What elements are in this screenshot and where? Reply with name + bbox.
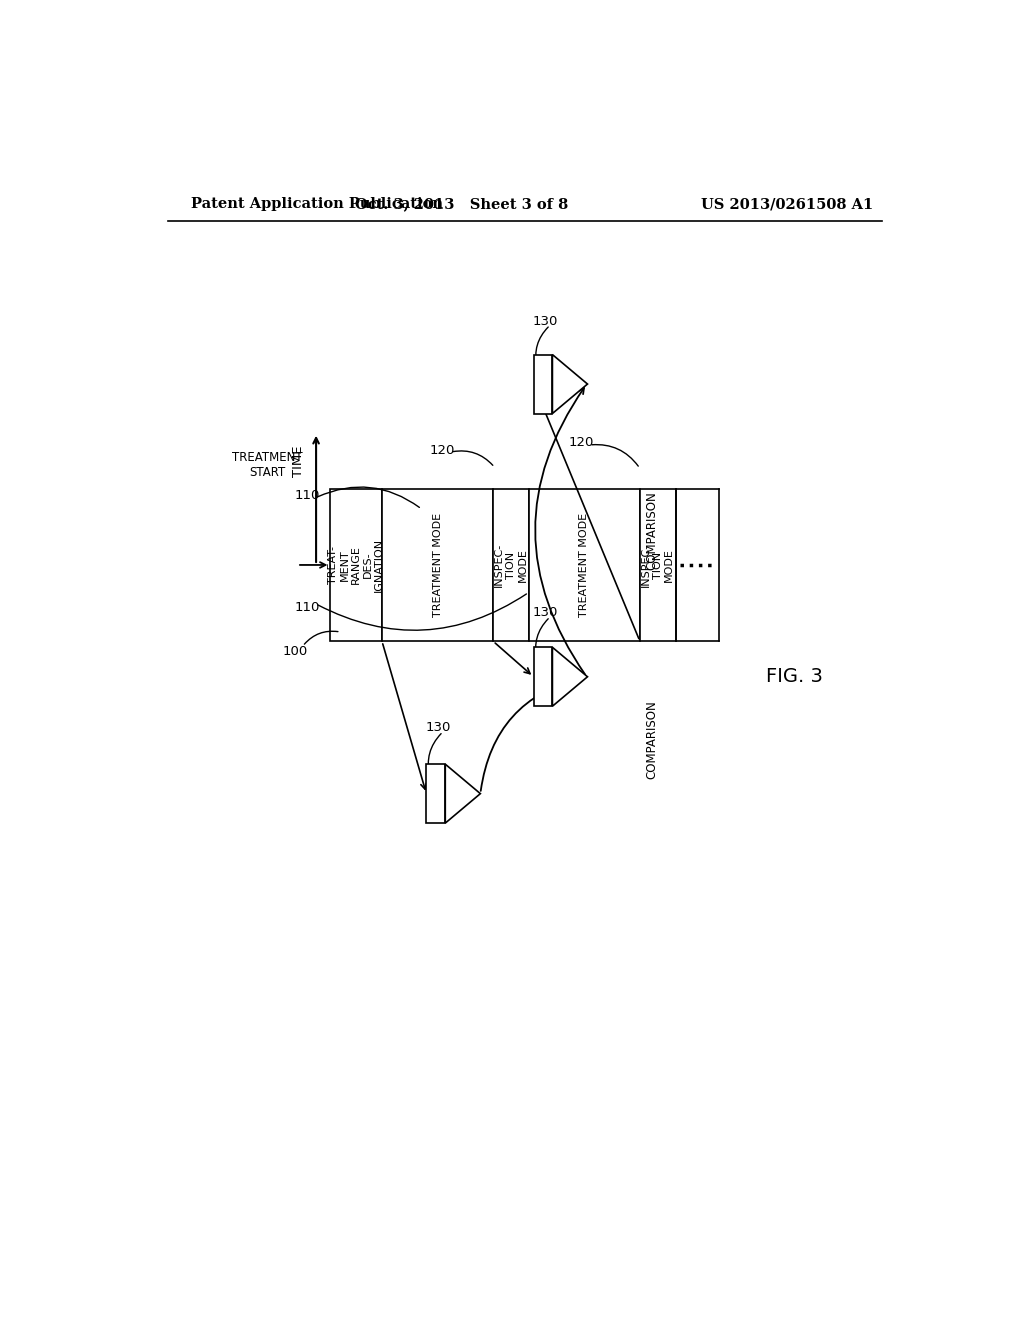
Text: 100: 100	[283, 645, 308, 657]
Text: TREATMENT MODE: TREATMENT MODE	[580, 513, 590, 616]
Text: 130: 130	[532, 606, 558, 619]
Text: Oct. 3, 2013   Sheet 3 of 8: Oct. 3, 2013 Sheet 3 of 8	[354, 197, 568, 211]
Text: TREAT-
MENT
RANGE
DES-
IGNATION: TREAT- MENT RANGE DES- IGNATION	[328, 537, 384, 593]
Bar	[640, 488, 676, 642]
Text: 110: 110	[295, 490, 321, 503]
Polygon shape	[445, 764, 480, 824]
Bar	[382, 488, 494, 642]
Bar	[534, 647, 552, 706]
Text: 130: 130	[426, 721, 451, 734]
Text: TREATMENT MODE: TREATMENT MODE	[432, 513, 442, 616]
Text: INSPEC-
TION
MODE: INSPEC- TION MODE	[495, 543, 527, 587]
Bar	[426, 764, 445, 824]
Bar	[494, 488, 528, 642]
Text: INSPEC-
TION
MODE: INSPEC- TION MODE	[641, 543, 675, 587]
Text: TIME: TIME	[292, 446, 305, 477]
Text: US 2013/0261508 A1: US 2013/0261508 A1	[700, 197, 872, 211]
Text: COMPARISON: COMPARISON	[645, 701, 658, 779]
Text: 120: 120	[568, 437, 594, 450]
Bar	[331, 488, 382, 642]
Polygon shape	[552, 355, 588, 413]
Text: Patent Application Publication: Patent Application Publication	[191, 197, 443, 211]
Text: FIG. 3: FIG. 3	[766, 668, 823, 686]
Text: TREATMENT
START: TREATMENT START	[231, 450, 302, 479]
Text: 120: 120	[430, 444, 455, 457]
Bar	[534, 355, 552, 413]
Text: 110: 110	[295, 601, 321, 614]
Text: COMPARISON: COMPARISON	[645, 491, 658, 570]
Bar	[528, 488, 640, 642]
Text: 130: 130	[532, 314, 558, 327]
Polygon shape	[552, 647, 588, 706]
